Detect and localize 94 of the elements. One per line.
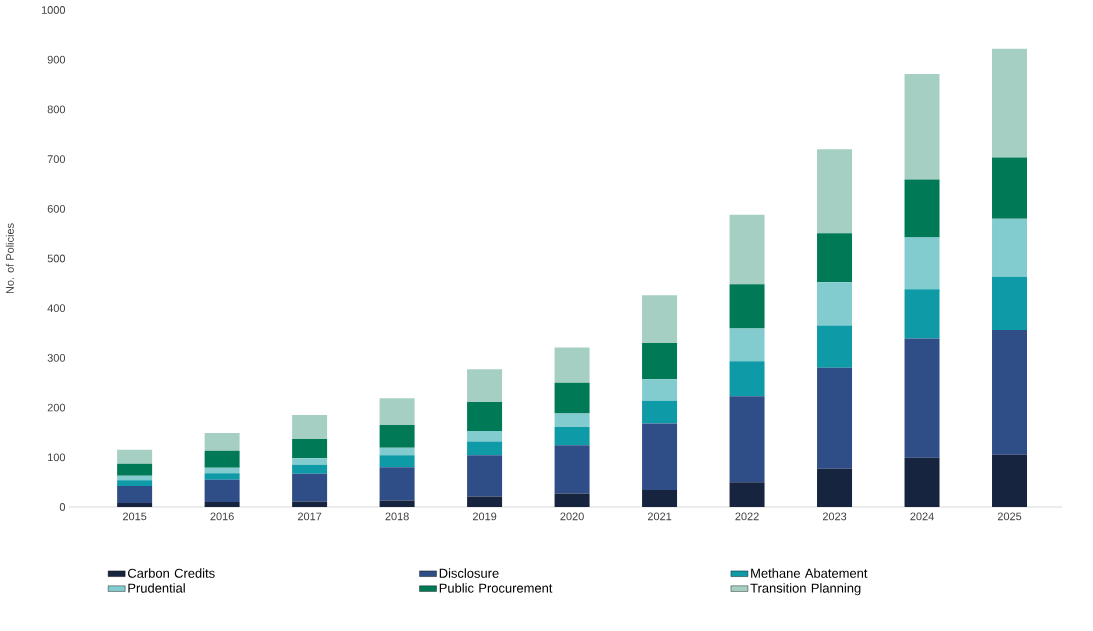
y-axis-title: No. of Policies xyxy=(5,223,14,294)
x-tick-label: 2015 xyxy=(122,512,147,521)
y-tick-label: 0 xyxy=(59,503,66,511)
legend-label: Public Procurement xyxy=(439,583,553,593)
y-tick-label: 300 xyxy=(47,354,66,362)
bar xyxy=(117,486,153,504)
x-tick-label: 2024 xyxy=(910,512,934,521)
bar xyxy=(467,430,503,442)
bar xyxy=(204,467,240,474)
x-tick-label: 2023 xyxy=(822,512,847,521)
bar xyxy=(904,74,940,180)
bar xyxy=(204,502,240,507)
y-tick-label: 700 xyxy=(47,155,66,163)
bar xyxy=(467,496,503,507)
bar xyxy=(817,149,853,234)
y-tick-label: 100 xyxy=(48,453,66,462)
bar xyxy=(117,463,153,476)
bar xyxy=(992,454,1028,507)
bar xyxy=(904,457,940,507)
legend-label: Carbon Credits xyxy=(128,568,215,578)
bar xyxy=(904,338,940,458)
legend-label: Prudential xyxy=(128,583,185,593)
bar xyxy=(817,367,853,469)
bar xyxy=(117,480,153,487)
y-tick-label: 1000 xyxy=(41,6,66,14)
bar xyxy=(642,490,678,507)
bar xyxy=(292,438,328,459)
bar xyxy=(379,424,415,448)
bar xyxy=(992,218,1028,277)
y-tick-label: 500 xyxy=(47,254,66,263)
bar xyxy=(992,157,1028,219)
bar xyxy=(554,493,590,507)
bar xyxy=(554,347,590,383)
bar xyxy=(554,382,590,414)
legend-label: Disclosure xyxy=(439,568,499,578)
bar xyxy=(729,396,765,483)
bar xyxy=(992,330,1028,455)
bar xyxy=(292,458,328,465)
x-tick-label: 2022 xyxy=(735,512,759,521)
bar xyxy=(204,450,240,468)
bar xyxy=(467,402,503,431)
bar xyxy=(467,455,503,497)
bar xyxy=(554,413,590,427)
y-tick-label: 600 xyxy=(47,204,66,213)
bar xyxy=(292,501,328,507)
bar xyxy=(117,503,153,507)
bar xyxy=(992,48,1028,158)
bar xyxy=(204,473,240,480)
legend-label: Methane Abatement xyxy=(751,568,868,578)
bar xyxy=(204,479,240,503)
bar xyxy=(642,400,678,424)
bar xyxy=(379,455,415,468)
bar xyxy=(729,361,765,397)
bar xyxy=(817,468,853,507)
bar xyxy=(642,295,678,343)
bar xyxy=(817,282,853,326)
y-tick-label: 400 xyxy=(47,304,66,313)
bar xyxy=(817,233,853,283)
x-tick-label: 2021 xyxy=(647,512,672,521)
bar xyxy=(729,482,765,507)
bar xyxy=(904,289,940,339)
bar xyxy=(204,432,240,451)
bar xyxy=(817,325,853,368)
bar xyxy=(904,237,940,290)
x-tick-label: 2016 xyxy=(210,512,234,521)
bar xyxy=(642,379,678,401)
legend-label: Transition Planning xyxy=(750,583,861,596)
y-tick-label: 800 xyxy=(47,105,66,114)
bar xyxy=(292,464,328,474)
bar xyxy=(379,500,415,507)
x-tick-label: 2018 xyxy=(385,512,409,521)
bar xyxy=(379,467,415,501)
bar xyxy=(379,398,415,425)
x-tick-label: 2019 xyxy=(472,512,497,521)
bar xyxy=(117,449,153,464)
bar xyxy=(729,284,765,329)
bar xyxy=(992,276,1028,331)
bar xyxy=(379,447,415,456)
bar xyxy=(729,214,765,285)
bar xyxy=(904,179,940,238)
x-tick-label: 2025 xyxy=(997,512,1022,521)
x-tick-label: 2020 xyxy=(560,512,584,521)
bar xyxy=(642,423,678,491)
bar xyxy=(642,342,678,380)
bar xyxy=(467,441,503,456)
bar xyxy=(467,369,503,403)
y-tick-label: 900 xyxy=(47,55,66,64)
bar xyxy=(292,415,328,439)
bar xyxy=(554,445,590,494)
y-tick-label: 200 xyxy=(47,403,66,412)
bar xyxy=(292,473,328,502)
x-tick-label: 2017 xyxy=(297,512,322,521)
bar xyxy=(729,328,765,362)
bar xyxy=(554,426,590,446)
